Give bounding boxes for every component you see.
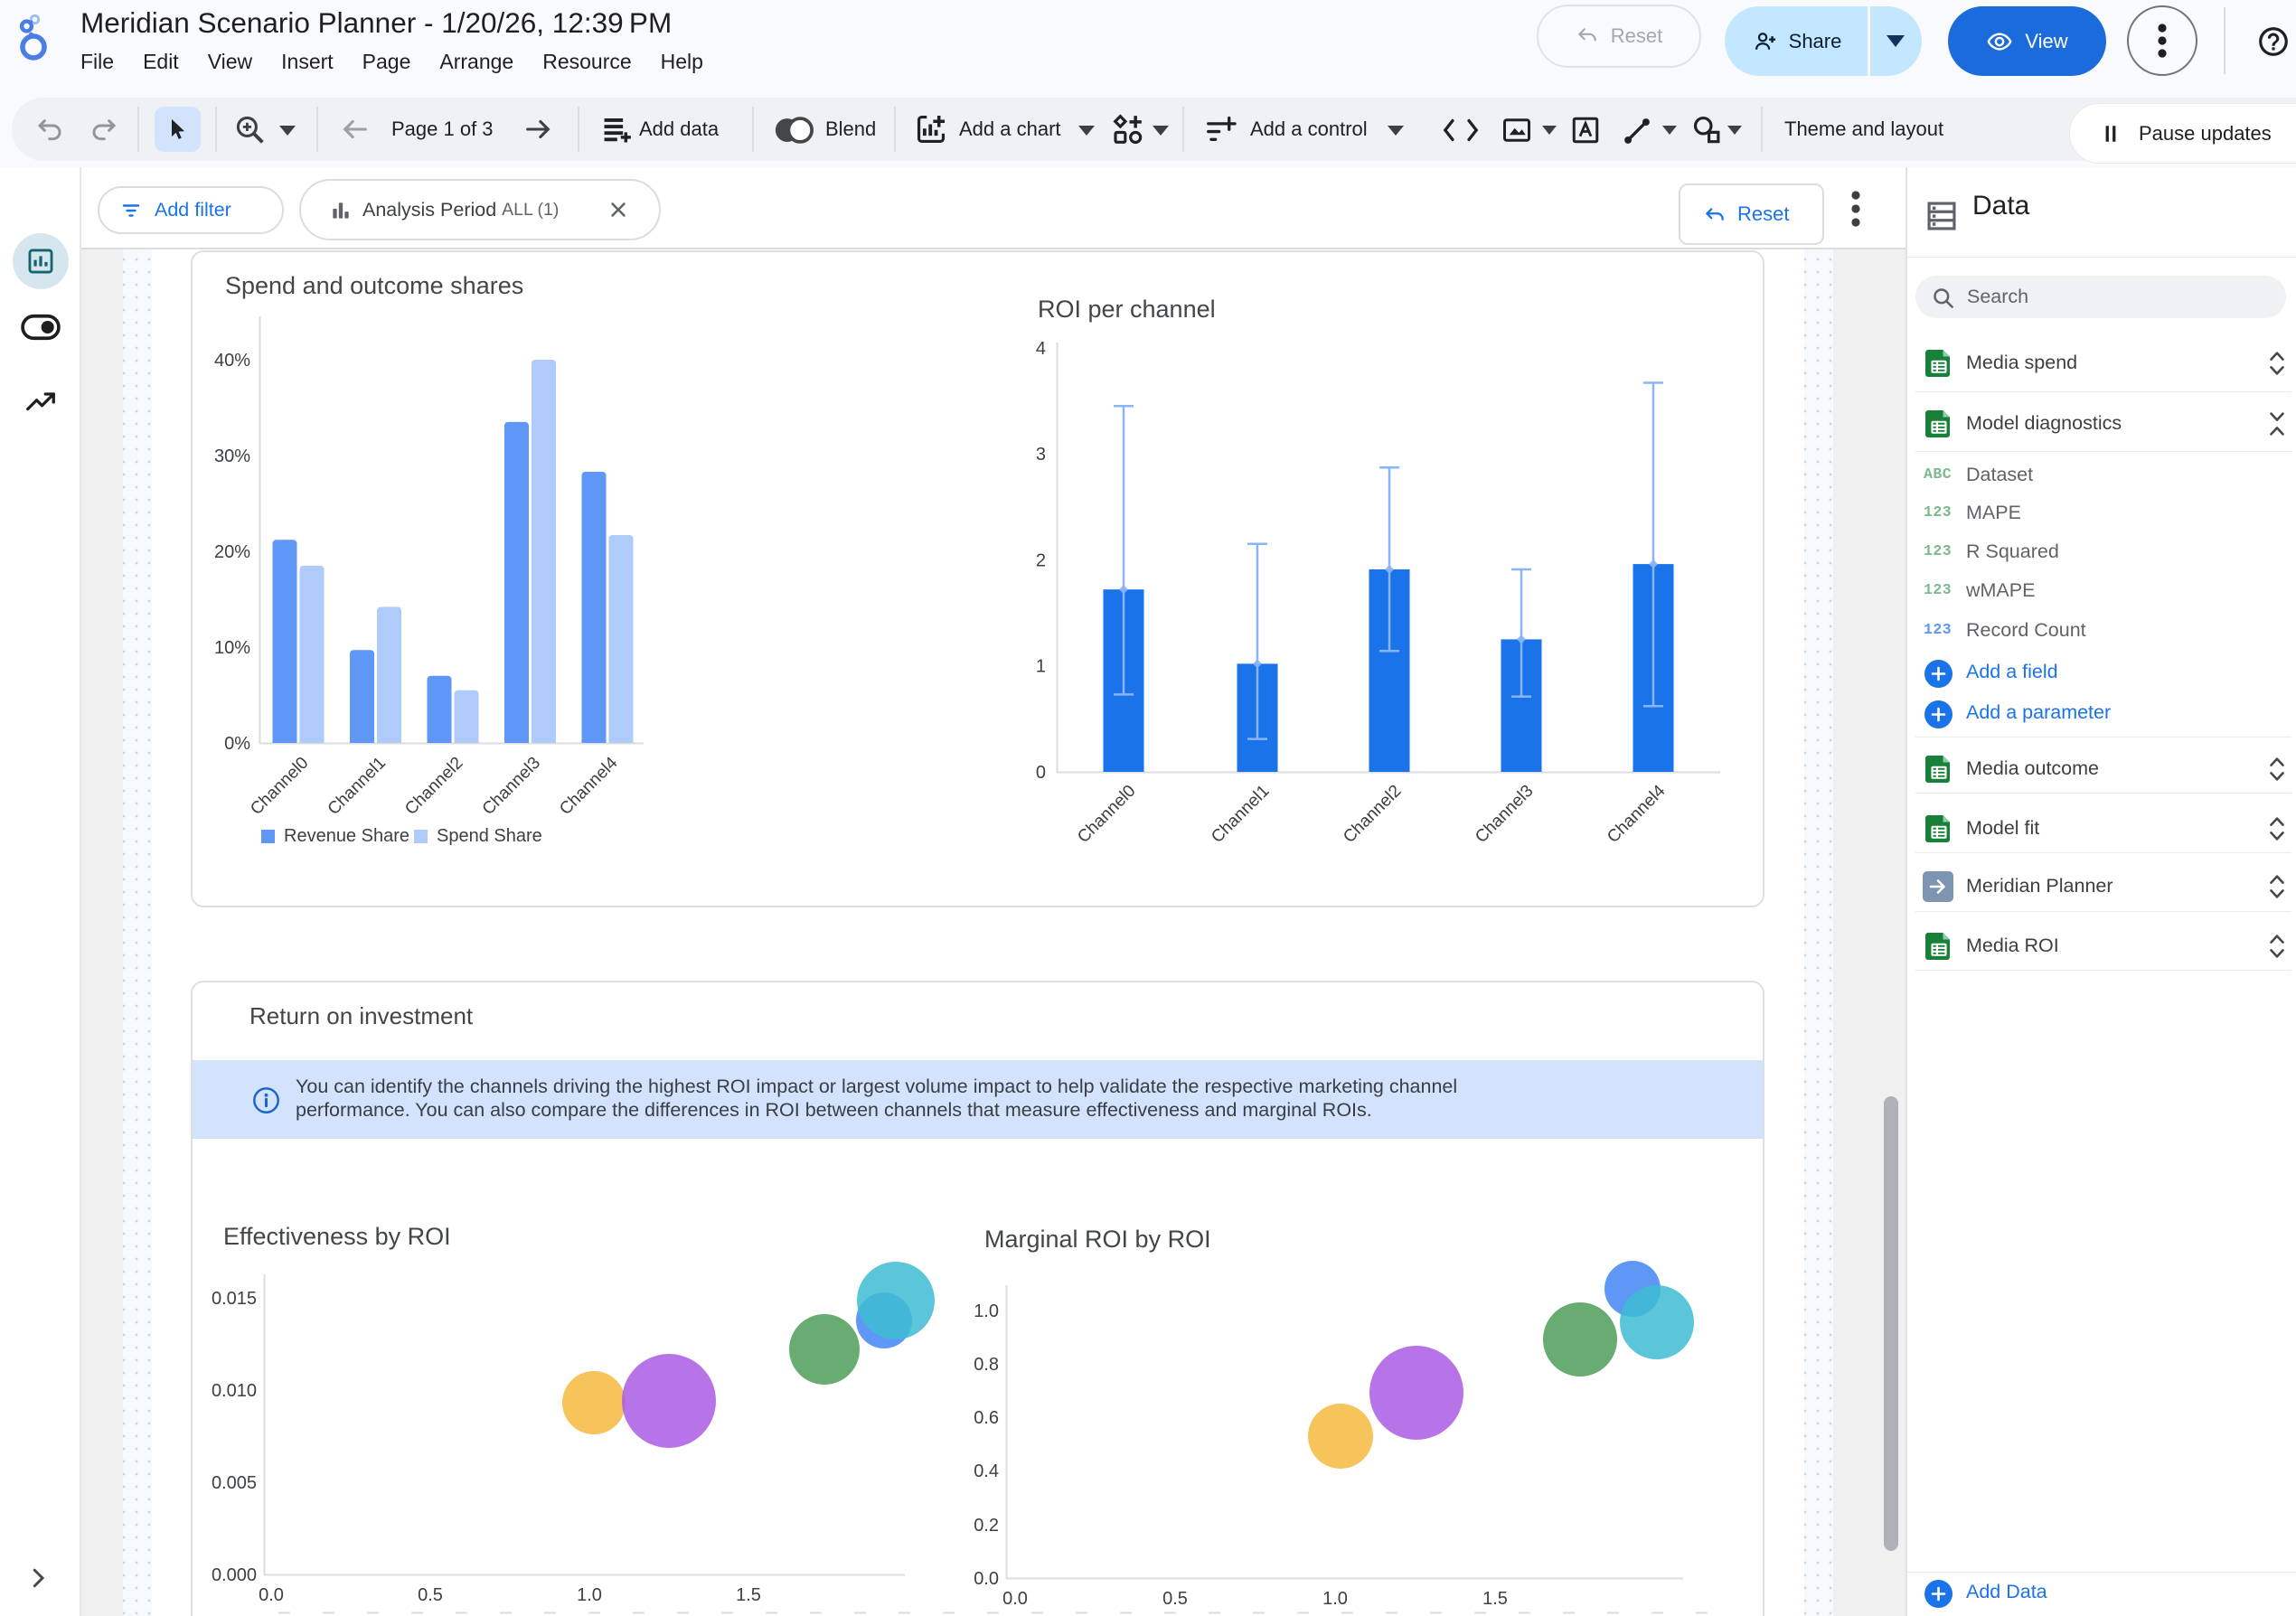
svg-text:0.5: 0.5 xyxy=(418,1585,443,1605)
svg-text:Marginal ROI by ROI: Marginal ROI by ROI xyxy=(984,1226,1211,1253)
svg-text:Effectiveness by ROI: Effectiveness by ROI xyxy=(223,1223,451,1250)
svg-text:Channel0: Channel0 xyxy=(1074,782,1139,847)
svg-text:1.0: 1.0 xyxy=(974,1301,999,1321)
svg-text:Channel4: Channel4 xyxy=(1604,781,1670,847)
svg-text:0.005: 0.005 xyxy=(212,1473,257,1493)
svg-text:0.6: 0.6 xyxy=(974,1408,999,1428)
svg-text:Channel3: Channel3 xyxy=(479,754,544,819)
svg-text:0.015: 0.015 xyxy=(212,1289,257,1309)
svg-text:0.0: 0.0 xyxy=(974,1569,999,1589)
svg-text:0%: 0% xyxy=(224,734,250,754)
svg-text:0.4: 0.4 xyxy=(974,1461,999,1481)
svg-text:1.0: 1.0 xyxy=(1322,1589,1348,1609)
svg-text:Revenue Share: Revenue Share xyxy=(284,826,409,846)
svg-text:Channel2: Channel2 xyxy=(401,754,466,819)
svg-text:2: 2 xyxy=(1036,550,1046,570)
svg-text:0.000: 0.000 xyxy=(212,1565,257,1585)
svg-text:0.010: 0.010 xyxy=(212,1381,257,1401)
svg-text:1: 1 xyxy=(1036,657,1046,677)
svg-text:1.5: 1.5 xyxy=(736,1585,761,1605)
svg-text:0.8: 0.8 xyxy=(974,1355,999,1375)
svg-text:10%: 10% xyxy=(214,638,250,658)
svg-text:0.5: 0.5 xyxy=(1162,1589,1188,1609)
svg-text:Channel1: Channel1 xyxy=(1208,782,1273,847)
svg-text:Channel0: Channel0 xyxy=(247,754,312,819)
svg-text:Channel2: Channel2 xyxy=(1340,782,1405,847)
svg-text:Spend and outcome shares: Spend and outcome shares xyxy=(225,272,523,299)
svg-text:0.0: 0.0 xyxy=(259,1585,284,1605)
svg-text:1.0: 1.0 xyxy=(577,1585,602,1605)
svg-text:30%: 30% xyxy=(214,446,250,466)
svg-text:ROI per channel: ROI per channel xyxy=(1038,296,1216,323)
svg-text:3: 3 xyxy=(1036,445,1046,465)
svg-text:4: 4 xyxy=(1036,339,1046,359)
svg-text:40%: 40% xyxy=(214,351,250,371)
svg-text:Channel1: Channel1 xyxy=(325,754,390,819)
svg-text:Channel4: Channel4 xyxy=(556,753,622,819)
svg-text:1.5: 1.5 xyxy=(1482,1589,1508,1609)
svg-text:0.2: 0.2 xyxy=(974,1516,999,1536)
svg-text:Spend Share: Spend Share xyxy=(437,826,542,846)
svg-text:20%: 20% xyxy=(214,542,250,562)
svg-text:Return on investment: Return on investment xyxy=(249,1002,474,1029)
svg-text:0: 0 xyxy=(1036,763,1046,783)
svg-text:Channel3: Channel3 xyxy=(1472,782,1537,847)
svg-text:0.0: 0.0 xyxy=(1002,1589,1028,1609)
